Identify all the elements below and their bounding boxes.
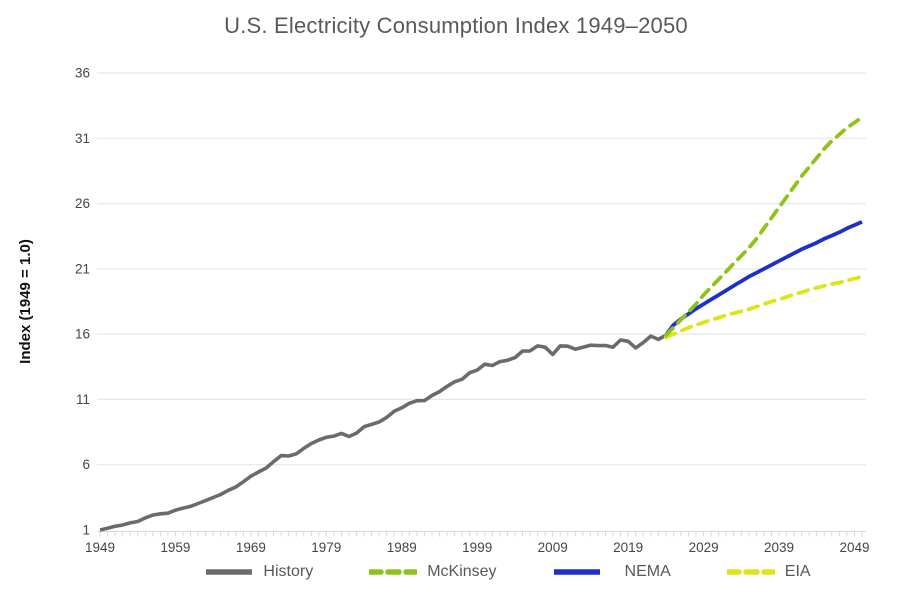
y-tick-label: 36 [75, 66, 90, 81]
mckinsey-dashed-swatch-icon [369, 569, 418, 575]
x-tick-label: 2049 [839, 540, 869, 555]
history-series-line [99, 333, 667, 532]
y-tick-label: 11 [76, 392, 90, 407]
x-tick-label: 1959 [160, 540, 190, 555]
x-tick-label: 2019 [613, 540, 643, 555]
legend-item-nema: NEMA [553, 563, 671, 581]
legend-label-mckinsey: McKinsey [427, 563, 497, 580]
x-tick-label: 2029 [689, 540, 719, 555]
x-tick-label: 1989 [387, 540, 417, 555]
y-tick-label: 16 [75, 327, 90, 342]
legend-item-history: History [205, 563, 313, 581]
chart-title: U.S. Electricity Consumption Index 1949–… [224, 13, 688, 38]
legend-label-nema: NEMA [624, 563, 671, 580]
x-tick-label: 1979 [311, 540, 341, 555]
y-tick-label: 21 [75, 261, 90, 276]
y-tick-label: 26 [75, 196, 90, 211]
y-axis-title: Index (1949 = 1.0) [17, 239, 34, 364]
legend-label-eia: EIA [784, 563, 811, 580]
x-tick-label: 2009 [538, 540, 568, 555]
plot-area: 36 31 26 21 16 11 6 1 1949 1959 1969 1979 1989 1999 20… [17, 66, 870, 556]
nema-series-line [664, 220, 863, 337]
legend: History McKinsey NEMA EIA [0, 563, 912, 581]
eia-dashed-swatch-icon [726, 569, 775, 575]
nema-line-swatch-icon [553, 569, 600, 575]
x-tick-label: 1999 [462, 540, 492, 555]
eia-series-line [663, 274, 864, 340]
x-tick-label: 1949 [85, 540, 115, 555]
y-tick-label: 6 [82, 457, 90, 472]
history-line-swatch-icon [206, 569, 253, 575]
x-tick-label: 1969 [236, 540, 266, 555]
y-tick-label: 31 [75, 131, 90, 146]
legend-item-mckinsey: McKinsey [369, 563, 497, 581]
x-tick-label: 2039 [764, 540, 794, 555]
mckinsey-series-line [663, 115, 864, 338]
y-tick-label: 1 [82, 523, 90, 538]
legend-label-history: History [263, 563, 314, 580]
legend-item-eia: EIA [726, 563, 811, 581]
